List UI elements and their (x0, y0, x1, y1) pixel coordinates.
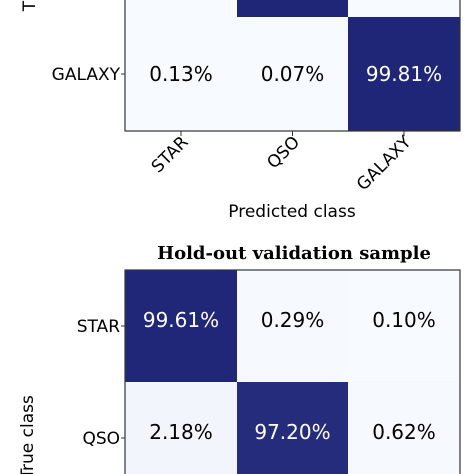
bottom-cell-label: 0.62% (372, 420, 436, 444)
top-cell-galaxy-qso (237, 17, 348, 131)
bottom-y-tick-label: QSO (82, 429, 120, 449)
bottom-cell-star-galaxy (348, 270, 460, 382)
bottom-cell-label: 0.29% (261, 308, 325, 332)
bottom-chart-title: Hold-out validation sample (157, 243, 431, 264)
bottom-cell-qso-galaxy (348, 382, 460, 474)
bottom-confusion-matrix: Hold-out validation sample 99.61% 0.29% 0.… (18, 243, 461, 474)
bottom-y-tick-label: STAR (77, 317, 120, 337)
bottom-cell-label: 97.20% (254, 420, 330, 444)
bottom-cell-qso-qso (237, 382, 348, 474)
bottom-cell-star-star (125, 270, 237, 382)
top-x-axis-label: Predicted class (228, 202, 356, 222)
bottom-cell-star-qso (237, 270, 348, 382)
bottom-matrix-frame (124, 269, 461, 474)
top-cell-galaxy-star (125, 17, 237, 131)
bottom-cell-qso-star (125, 382, 237, 474)
top-confusion-matrix: 0.13% 0.07% 99.81% T GALAXY STAR QSO GALAXY … (20, 0, 461, 222)
bottom-cell-label: 99.61% (143, 308, 219, 332)
bottom-cell-label: 2.18% (149, 420, 213, 444)
top-partial-row-cell-3 (348, 0, 460, 17)
top-cell-label: 0.07% (261, 62, 325, 86)
top-cell-label: 99.81% (366, 62, 442, 86)
top-cell-label: 0.13% (149, 62, 213, 86)
top-partial-row-cell-1 (125, 0, 237, 17)
top-y-axis-label: T (20, 0, 40, 12)
top-partial-row-cell-2 (237, 0, 348, 17)
top-y-tick-label: GALAXY (52, 65, 121, 85)
bottom-cell-label: 0.10% (372, 308, 436, 332)
bottom-y-axis-label: True class (18, 395, 38, 474)
top-x-tick-label: GALAXY (353, 132, 416, 195)
top-x-tick-label: QSO (263, 132, 304, 173)
top-x-tick-label: STAR (148, 132, 193, 177)
top-cell-galaxy-galaxy (348, 17, 460, 131)
